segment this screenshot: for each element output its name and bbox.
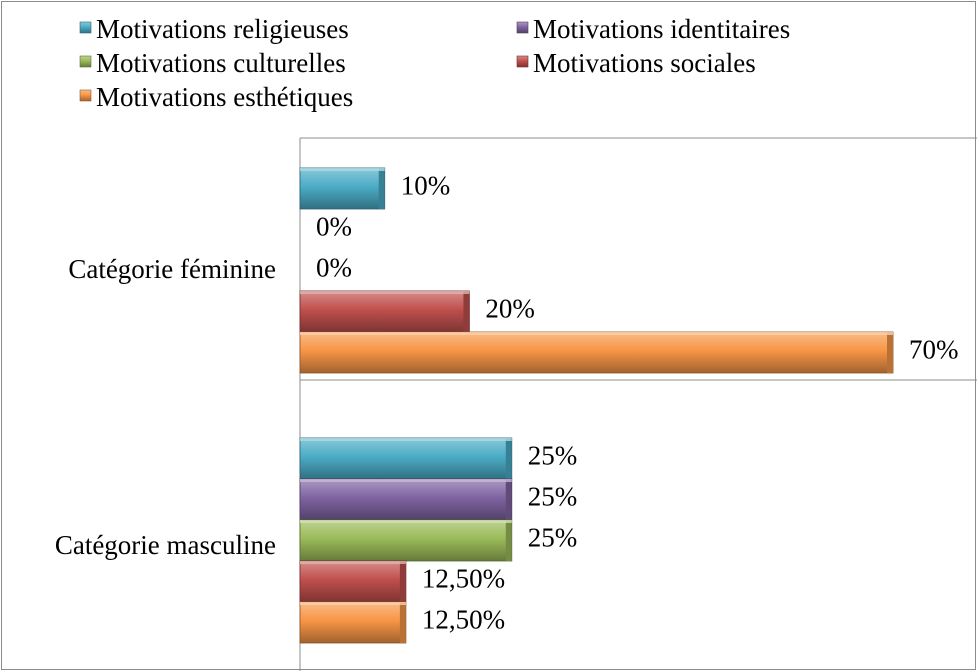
bars: 10% 0% 0% 20% 70% 25% 25% 25% 12,50% 12,50%: [299, 167, 959, 644]
bar-categorie-masculine-motivations-sociales: [299, 560, 407, 603]
legend-swatch: [79, 55, 92, 68]
data-label: 12,50%: [422, 605, 505, 635]
bar-categorie-masculine-motivations-religieuses: [299, 437, 513, 480]
data-label: 0%: [316, 253, 352, 283]
bar-categorie-masculine-motivations-culturelles: [299, 519, 513, 562]
category-label-categorie-masculine: Catégorie masculine: [55, 530, 276, 560]
legend-swatch: [516, 55, 529, 68]
data-label: 20%: [485, 294, 535, 324]
legend-item-motivations-religieuses: Motivations religieuses: [79, 14, 349, 44]
legend-item-motivations-sociales: Motivations sociales: [516, 48, 756, 78]
legend-label: Motivations culturelles: [96, 48, 346, 78]
legend-label: Motivations sociales: [533, 48, 756, 78]
legend-item-motivations-esthetiques: Motivations esthétiques: [79, 82, 353, 112]
legend-label: Motivations esthétiques: [96, 82, 353, 112]
category-label-categorie-feminine: Catégorie féminine: [68, 254, 276, 284]
data-label: 25%: [528, 482, 578, 512]
bar-categorie-feminine-motivations-sociales: [299, 290, 470, 333]
legend: Motivations religieuses Motivations ident…: [79, 14, 790, 112]
data-label: 0%: [316, 212, 352, 242]
data-label: 12,50%: [422, 564, 505, 594]
legend-item-motivations-identitaires: Motivations identitaires: [516, 14, 790, 44]
bar-categorie-masculine-motivations-identitaires: [299, 478, 513, 521]
data-label: 25%: [528, 441, 578, 471]
bar-categorie-feminine-motivations-esthetiques: [299, 331, 894, 374]
data-label: 25%: [528, 523, 578, 553]
bar-categorie-feminine-motivations-religieuses: [299, 167, 386, 210]
legend-swatch: [516, 21, 529, 34]
legend-swatch: [79, 21, 92, 34]
bar-categorie-masculine-motivations-esthetiques: [299, 601, 407, 644]
legend-label: Motivations religieuses: [96, 14, 349, 44]
legend-item-motivations-culturelles: Motivations culturelles: [79, 48, 346, 78]
axes: Catégorie féminine Catégorie masculine: [55, 137, 977, 671]
data-label: 70%: [909, 335, 959, 365]
data-label: 10%: [401, 171, 451, 201]
legend-label: Motivations identitaires: [533, 14, 790, 44]
legend-swatch: [79, 89, 92, 102]
